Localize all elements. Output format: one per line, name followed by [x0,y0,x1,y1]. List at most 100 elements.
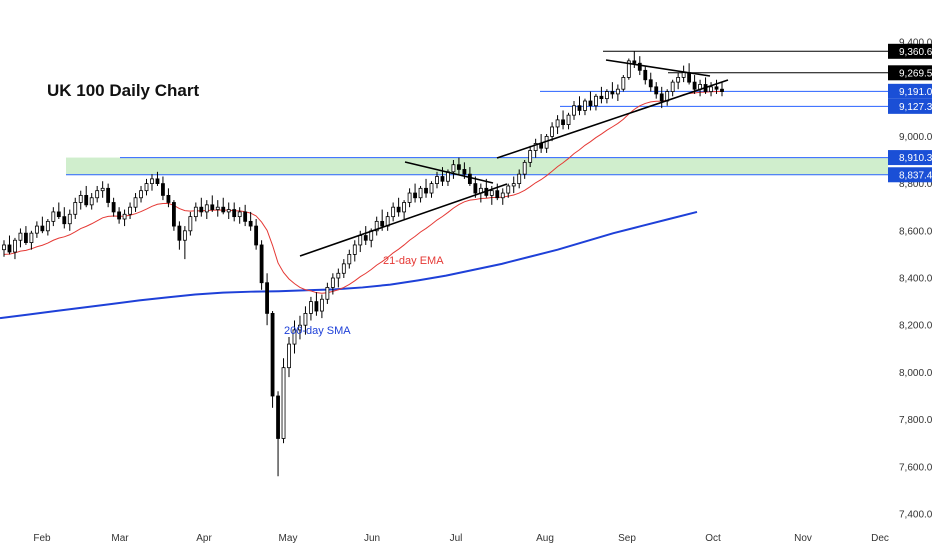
candle-body [413,192,417,199]
candle [276,391,280,477]
trendline [605,59,711,77]
candle-body [528,150,533,163]
candle [292,320,297,354]
y-tick-label: 9,400.0 [899,38,932,49]
x-tick-label: Jun [364,533,380,544]
candle-body [594,95,598,107]
candle-body [215,206,220,210]
candle-body [237,211,242,218]
y-tick-label: 8,000.0 [899,368,932,379]
x-tick-label: Mar [111,533,129,544]
ema-layer [3,90,723,294]
candle [287,337,291,378]
x-tick-label: Apr [196,533,212,544]
candle-body [714,86,719,90]
candle-body [648,79,653,88]
candle [500,188,505,205]
candles-layer [2,51,724,477]
candle-body [451,164,456,173]
candle [352,240,357,262]
candle-body [457,164,461,170]
candle [665,89,670,106]
price-badge-bg [888,167,932,183]
candle-body [254,225,259,246]
candle-body [128,206,132,215]
candle-body [78,194,83,203]
candle [34,221,39,238]
candle-body [303,312,308,326]
candle-body [604,91,609,100]
price-badge-bg [888,150,932,166]
candle [418,185,423,203]
candle [89,193,94,210]
candle [67,209,72,231]
candle-body [341,263,346,274]
candle-body [193,206,198,218]
candle [7,235,12,255]
candle [528,145,533,168]
candle-body [161,183,165,196]
candle [29,230,34,250]
sma-label: 200-day SMA [284,325,351,337]
trendline [496,79,729,159]
candle [506,183,511,198]
candle [347,249,352,269]
x-axis-bg [0,524,932,550]
candle [577,96,582,116]
price-badge-label: 9,269.5 [899,68,932,79]
candle [122,209,127,227]
candle-body [473,183,478,194]
candle [226,202,231,219]
candle [177,221,182,250]
price-level-layer [66,50,888,176]
price-badge-label: 9,127.3 [899,102,932,113]
ema-line [3,90,723,294]
candle-body [84,194,89,206]
candle-body [424,187,428,194]
candle-body [100,187,105,192]
candle-body [396,206,401,213]
candle [133,193,138,212]
candle-body [67,213,72,225]
candle [62,207,67,229]
candle-body [210,204,215,210]
price-badge: 9,191.0 [888,83,932,99]
candle-body [166,194,171,203]
candle [429,181,434,198]
candle-body [40,225,45,232]
y-tick-label: 8,800.0 [899,179,932,190]
candle [13,237,17,260]
candle [314,292,319,316]
candle-body [177,225,182,241]
candle-body [489,190,494,196]
candle [24,226,28,245]
candle [435,171,439,189]
candle [561,110,565,130]
y-tick-label: 8,600.0 [899,226,932,237]
candle [599,86,604,104]
candle-body [7,244,12,253]
candle-body [533,143,538,151]
candle [128,202,132,219]
candle-body [287,343,291,369]
candle-body [13,239,17,253]
candle [100,181,105,198]
candle-body [259,244,264,284]
candle [621,75,626,92]
candle [720,82,724,97]
candle [626,58,631,80]
candle-body [522,161,527,175]
candle [73,197,78,219]
candle-body [363,235,368,241]
candle-body [692,81,697,90]
candle-body [676,77,681,83]
candle-body [506,185,511,194]
candle-body [89,197,94,206]
x-tick-label: Feb [33,533,51,544]
candle-body [440,176,445,182]
candle-body [182,230,187,241]
price-badge: 9,360.6 [888,43,932,59]
candle-body [583,100,587,111]
candle [648,72,653,92]
candle-body [643,69,648,81]
